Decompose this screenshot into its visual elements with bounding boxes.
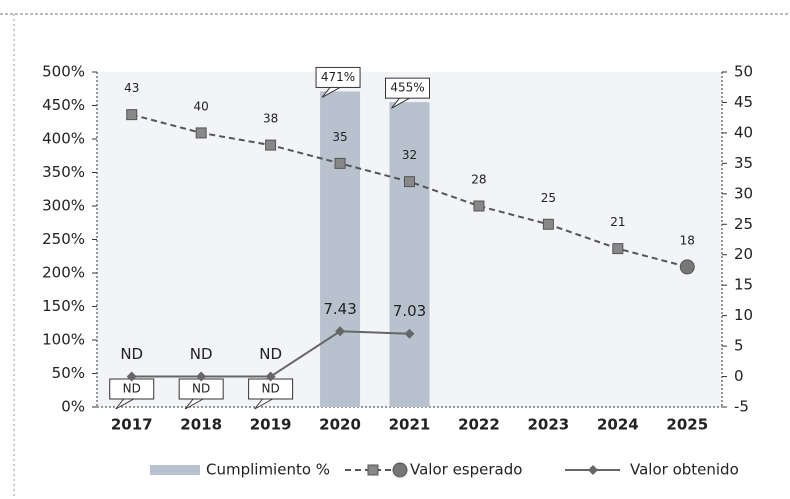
x-tick-label: 2023 <box>528 416 570 434</box>
point-label: 28 <box>471 173 486 187</box>
marker <box>542 218 554 230</box>
bar <box>389 102 430 408</box>
point-label: 7.43 <box>323 300 356 318</box>
y-tick-label: 100% <box>42 331 85 349</box>
y-tick-label: 150% <box>42 297 85 315</box>
callout-pointer <box>115 398 134 410</box>
bar-value-label: 471% <box>321 70 355 84</box>
y2-tick-label: 25 <box>734 215 753 233</box>
x-tick-label: 2020 <box>319 416 361 434</box>
point-label: ND <box>120 345 143 363</box>
y2-tick-label: 15 <box>734 276 753 294</box>
legend-marker <box>367 464 379 476</box>
legend-label: Valor esperado <box>410 461 522 479</box>
x-tick-label: 2017 <box>111 416 153 434</box>
x-tick-label: 2022 <box>458 416 500 434</box>
marker <box>196 371 207 382</box>
point-label: 21 <box>610 215 625 229</box>
x-tick-label: 2021 <box>389 416 431 434</box>
y2-tick-label: 50 <box>734 63 753 81</box>
y2-tick-label: 10 <box>734 306 753 324</box>
y2-tick-label: 40 <box>734 123 753 141</box>
point-label: ND <box>190 345 213 363</box>
marker <box>265 139 277 151</box>
y2-tick-label: 5 <box>734 337 744 355</box>
x-tick-label: 2025 <box>666 416 708 434</box>
callout-box <box>315 66 361 88</box>
y-tick-label: 250% <box>42 230 85 248</box>
point-label: 38 <box>263 112 278 126</box>
callout-pointer <box>254 398 273 410</box>
point-label: 40 <box>194 99 209 113</box>
marker <box>126 371 137 382</box>
marker <box>612 243 624 255</box>
bar-value-label: ND <box>262 382 280 396</box>
bar-value-label: 455% <box>390 81 424 95</box>
x-tick-label: 2019 <box>250 416 292 434</box>
marker <box>335 326 346 337</box>
bar-value-label: ND <box>123 382 141 396</box>
y2-tick-label: -5 <box>734 398 749 416</box>
bar-value-label: ND <box>192 382 210 396</box>
y-tick-label: 0% <box>61 398 85 416</box>
y-tick-label: 200% <box>42 264 85 282</box>
point-label: ND <box>259 345 282 363</box>
y-tick-label: 400% <box>42 130 85 148</box>
y-tick-label: 50% <box>52 364 85 382</box>
marker <box>126 109 138 121</box>
marker <box>265 371 276 382</box>
bar <box>320 91 361 408</box>
marker <box>679 259 695 275</box>
marker <box>334 157 346 169</box>
y2-tick-label: 45 <box>734 93 753 111</box>
x-tick-label: 2024 <box>597 416 639 434</box>
callout-box <box>385 77 430 99</box>
legend-label: Valor obtenido <box>630 461 739 479</box>
marker <box>404 328 415 339</box>
x-tick-label: 2018 <box>180 416 222 434</box>
legend-marker <box>588 465 598 475</box>
y2-tick-label: 35 <box>734 154 753 172</box>
y-tick-label: 500% <box>42 63 85 81</box>
y-tick-label: 300% <box>42 197 85 215</box>
y-tick-label: 450% <box>42 96 85 114</box>
legend-label: Cumplimiento % <box>206 461 330 479</box>
y2-tick-label: 30 <box>734 184 753 202</box>
callout-pointer <box>184 398 204 410</box>
y2-tick-label: 0 <box>734 367 744 385</box>
marker <box>195 127 207 139</box>
marker <box>404 176 415 188</box>
point-label: 32 <box>402 148 417 162</box>
marker <box>473 200 485 212</box>
y-tick-label: 350% <box>42 163 85 181</box>
point-label: 18 <box>680 233 695 247</box>
legend-swatch <box>150 465 200 475</box>
point-label: 43 <box>124 81 139 95</box>
y2-tick-label: 20 <box>734 245 753 263</box>
callout-pointer <box>391 97 410 109</box>
point-label: 7.03 <box>393 302 426 320</box>
point-label: 25 <box>541 191 556 205</box>
callout-pointer <box>321 86 341 98</box>
point-label: 35 <box>332 130 347 144</box>
legend-marker <box>392 462 408 478</box>
